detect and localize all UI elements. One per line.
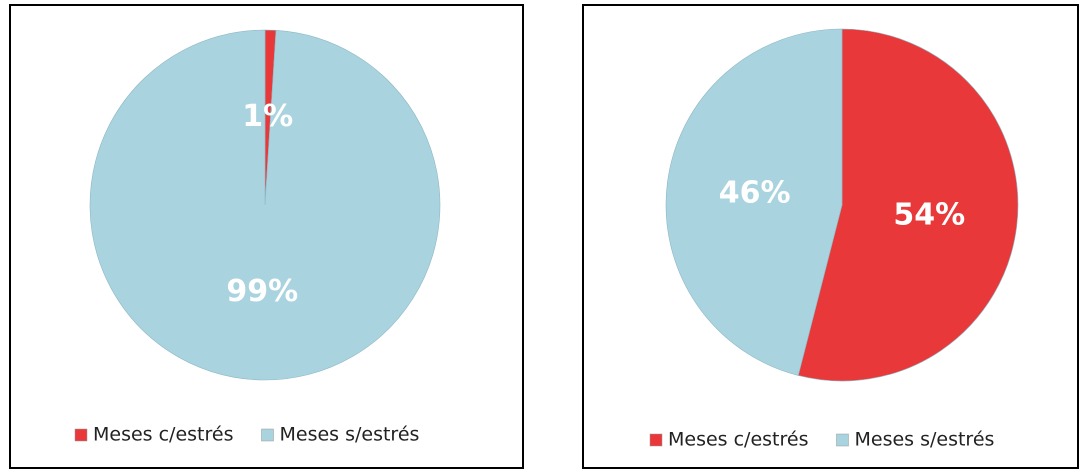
legend-marker xyxy=(261,428,274,442)
pie-slice xyxy=(797,28,1019,382)
pie-slice xyxy=(665,28,843,376)
data-label: 99% xyxy=(226,274,298,309)
legend-label: Meses s/estrés xyxy=(854,429,994,451)
data-label: 46% xyxy=(719,175,791,210)
legend-marker xyxy=(74,428,88,442)
legend-marker xyxy=(836,433,849,447)
legend-label: Meses c/estrés xyxy=(668,429,808,451)
pie-slice xyxy=(89,29,441,381)
data-label: 1% xyxy=(242,99,293,134)
legend-marker xyxy=(649,433,663,447)
data-label: 54% xyxy=(893,198,965,233)
legend-label: Meses s/estrés xyxy=(279,424,419,446)
legend-label: Meses c/estrés xyxy=(93,424,233,446)
